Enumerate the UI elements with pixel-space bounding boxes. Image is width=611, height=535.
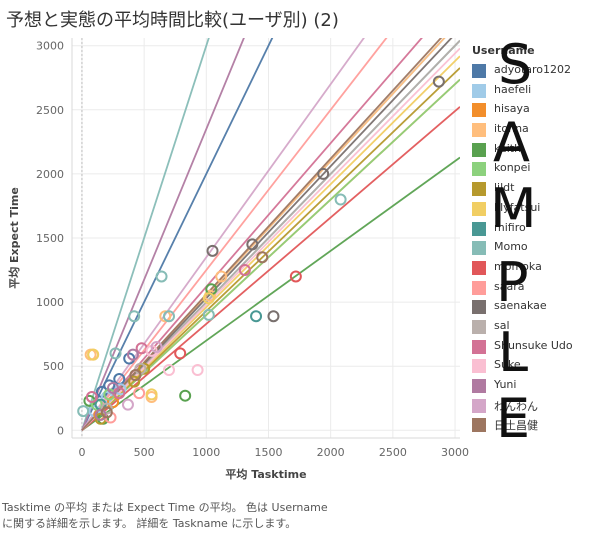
legend-item[interactable]: saenakae bbox=[472, 298, 607, 318]
watermark-letter-e: E bbox=[496, 392, 530, 446]
legend-item[interactable]: Suke bbox=[472, 357, 607, 377]
legend-swatch bbox=[472, 182, 486, 196]
x-tick-label: 0 bbox=[78, 446, 85, 459]
legend-swatch bbox=[472, 143, 486, 157]
data-point bbox=[123, 400, 133, 410]
y-tick-label: 0 bbox=[57, 424, 64, 437]
legend-item[interactable]: わんわん bbox=[472, 397, 607, 417]
legend-swatch bbox=[472, 379, 486, 393]
data-point bbox=[78, 406, 88, 416]
y-tick-label: 1500 bbox=[36, 232, 64, 245]
legend-swatch bbox=[472, 64, 486, 78]
legend-swatch bbox=[472, 162, 486, 176]
legend-swatch bbox=[472, 281, 486, 295]
legend-swatch bbox=[472, 241, 486, 255]
y-tick-label: 2000 bbox=[36, 168, 64, 181]
data-point bbox=[157, 271, 167, 281]
legend-swatch bbox=[472, 399, 486, 413]
legend-item[interactable]: sal bbox=[472, 318, 607, 338]
x-tick-label: 1500 bbox=[254, 446, 282, 459]
data-point bbox=[175, 348, 185, 358]
data-point bbox=[251, 311, 261, 321]
x-tick-label: 500 bbox=[134, 446, 155, 459]
legend-swatch bbox=[472, 84, 486, 98]
chart-caption: Tasktime の平均 または Expect Time の平均。 色は Use… bbox=[2, 500, 328, 532]
x-tick-label: 2000 bbox=[317, 446, 345, 459]
trend-line bbox=[82, 68, 460, 430]
legend-item[interactable]: haefeli bbox=[472, 82, 607, 102]
data-point bbox=[180, 391, 190, 401]
watermark-letter-l: L bbox=[498, 326, 528, 380]
legend-swatch bbox=[472, 123, 486, 137]
caption-line-1: Tasktime の平均 または Expect Time の平均。 色は Use… bbox=[2, 500, 328, 516]
legend-swatch bbox=[472, 103, 486, 117]
y-tick-label: 500 bbox=[43, 360, 64, 373]
data-point bbox=[268, 311, 278, 321]
y-tick-label: 3000 bbox=[36, 40, 64, 53]
watermark-letter-a: A bbox=[493, 116, 530, 170]
legend-item[interactable]: 日土昌健 bbox=[472, 416, 607, 436]
legend-item[interactable]: Shunsuke Udo bbox=[472, 338, 607, 358]
x-tick-label: 3000 bbox=[441, 446, 469, 459]
watermark-letter-s: S bbox=[498, 38, 532, 92]
legend-swatch bbox=[472, 359, 486, 373]
legend-item[interactable]: Yuni bbox=[472, 377, 607, 397]
data-point bbox=[336, 195, 346, 205]
legend-item[interactable]: saara bbox=[472, 279, 607, 299]
caption-line-2: に関する詳細を示します。 詳細を Taskname に示します。 bbox=[2, 516, 328, 532]
legend-swatch bbox=[472, 261, 486, 275]
legend-swatch bbox=[472, 222, 486, 236]
y-tick-label: 1000 bbox=[36, 296, 64, 309]
y-tick-label: 2500 bbox=[36, 104, 64, 117]
legend-swatch bbox=[472, 202, 486, 216]
legend-swatch bbox=[472, 418, 486, 432]
legend-item[interactable]: Momo bbox=[472, 239, 607, 259]
legend-item[interactable]: momoka bbox=[472, 259, 607, 279]
legend-swatch bbox=[472, 340, 486, 354]
legend-swatch bbox=[472, 300, 486, 314]
x-tick-label: 2500 bbox=[379, 446, 407, 459]
legend-swatch bbox=[472, 320, 486, 334]
watermark-letter-p: P bbox=[496, 256, 529, 310]
x-tick-label: 1000 bbox=[192, 446, 220, 459]
legend-item[interactable]: adyotaro1202 bbox=[472, 62, 607, 82]
watermark-letter-m: M bbox=[490, 182, 537, 236]
y-axis-title: 平均 Expect Time bbox=[7, 187, 21, 289]
x-axis-title: 平均 Tasktime bbox=[225, 467, 306, 481]
